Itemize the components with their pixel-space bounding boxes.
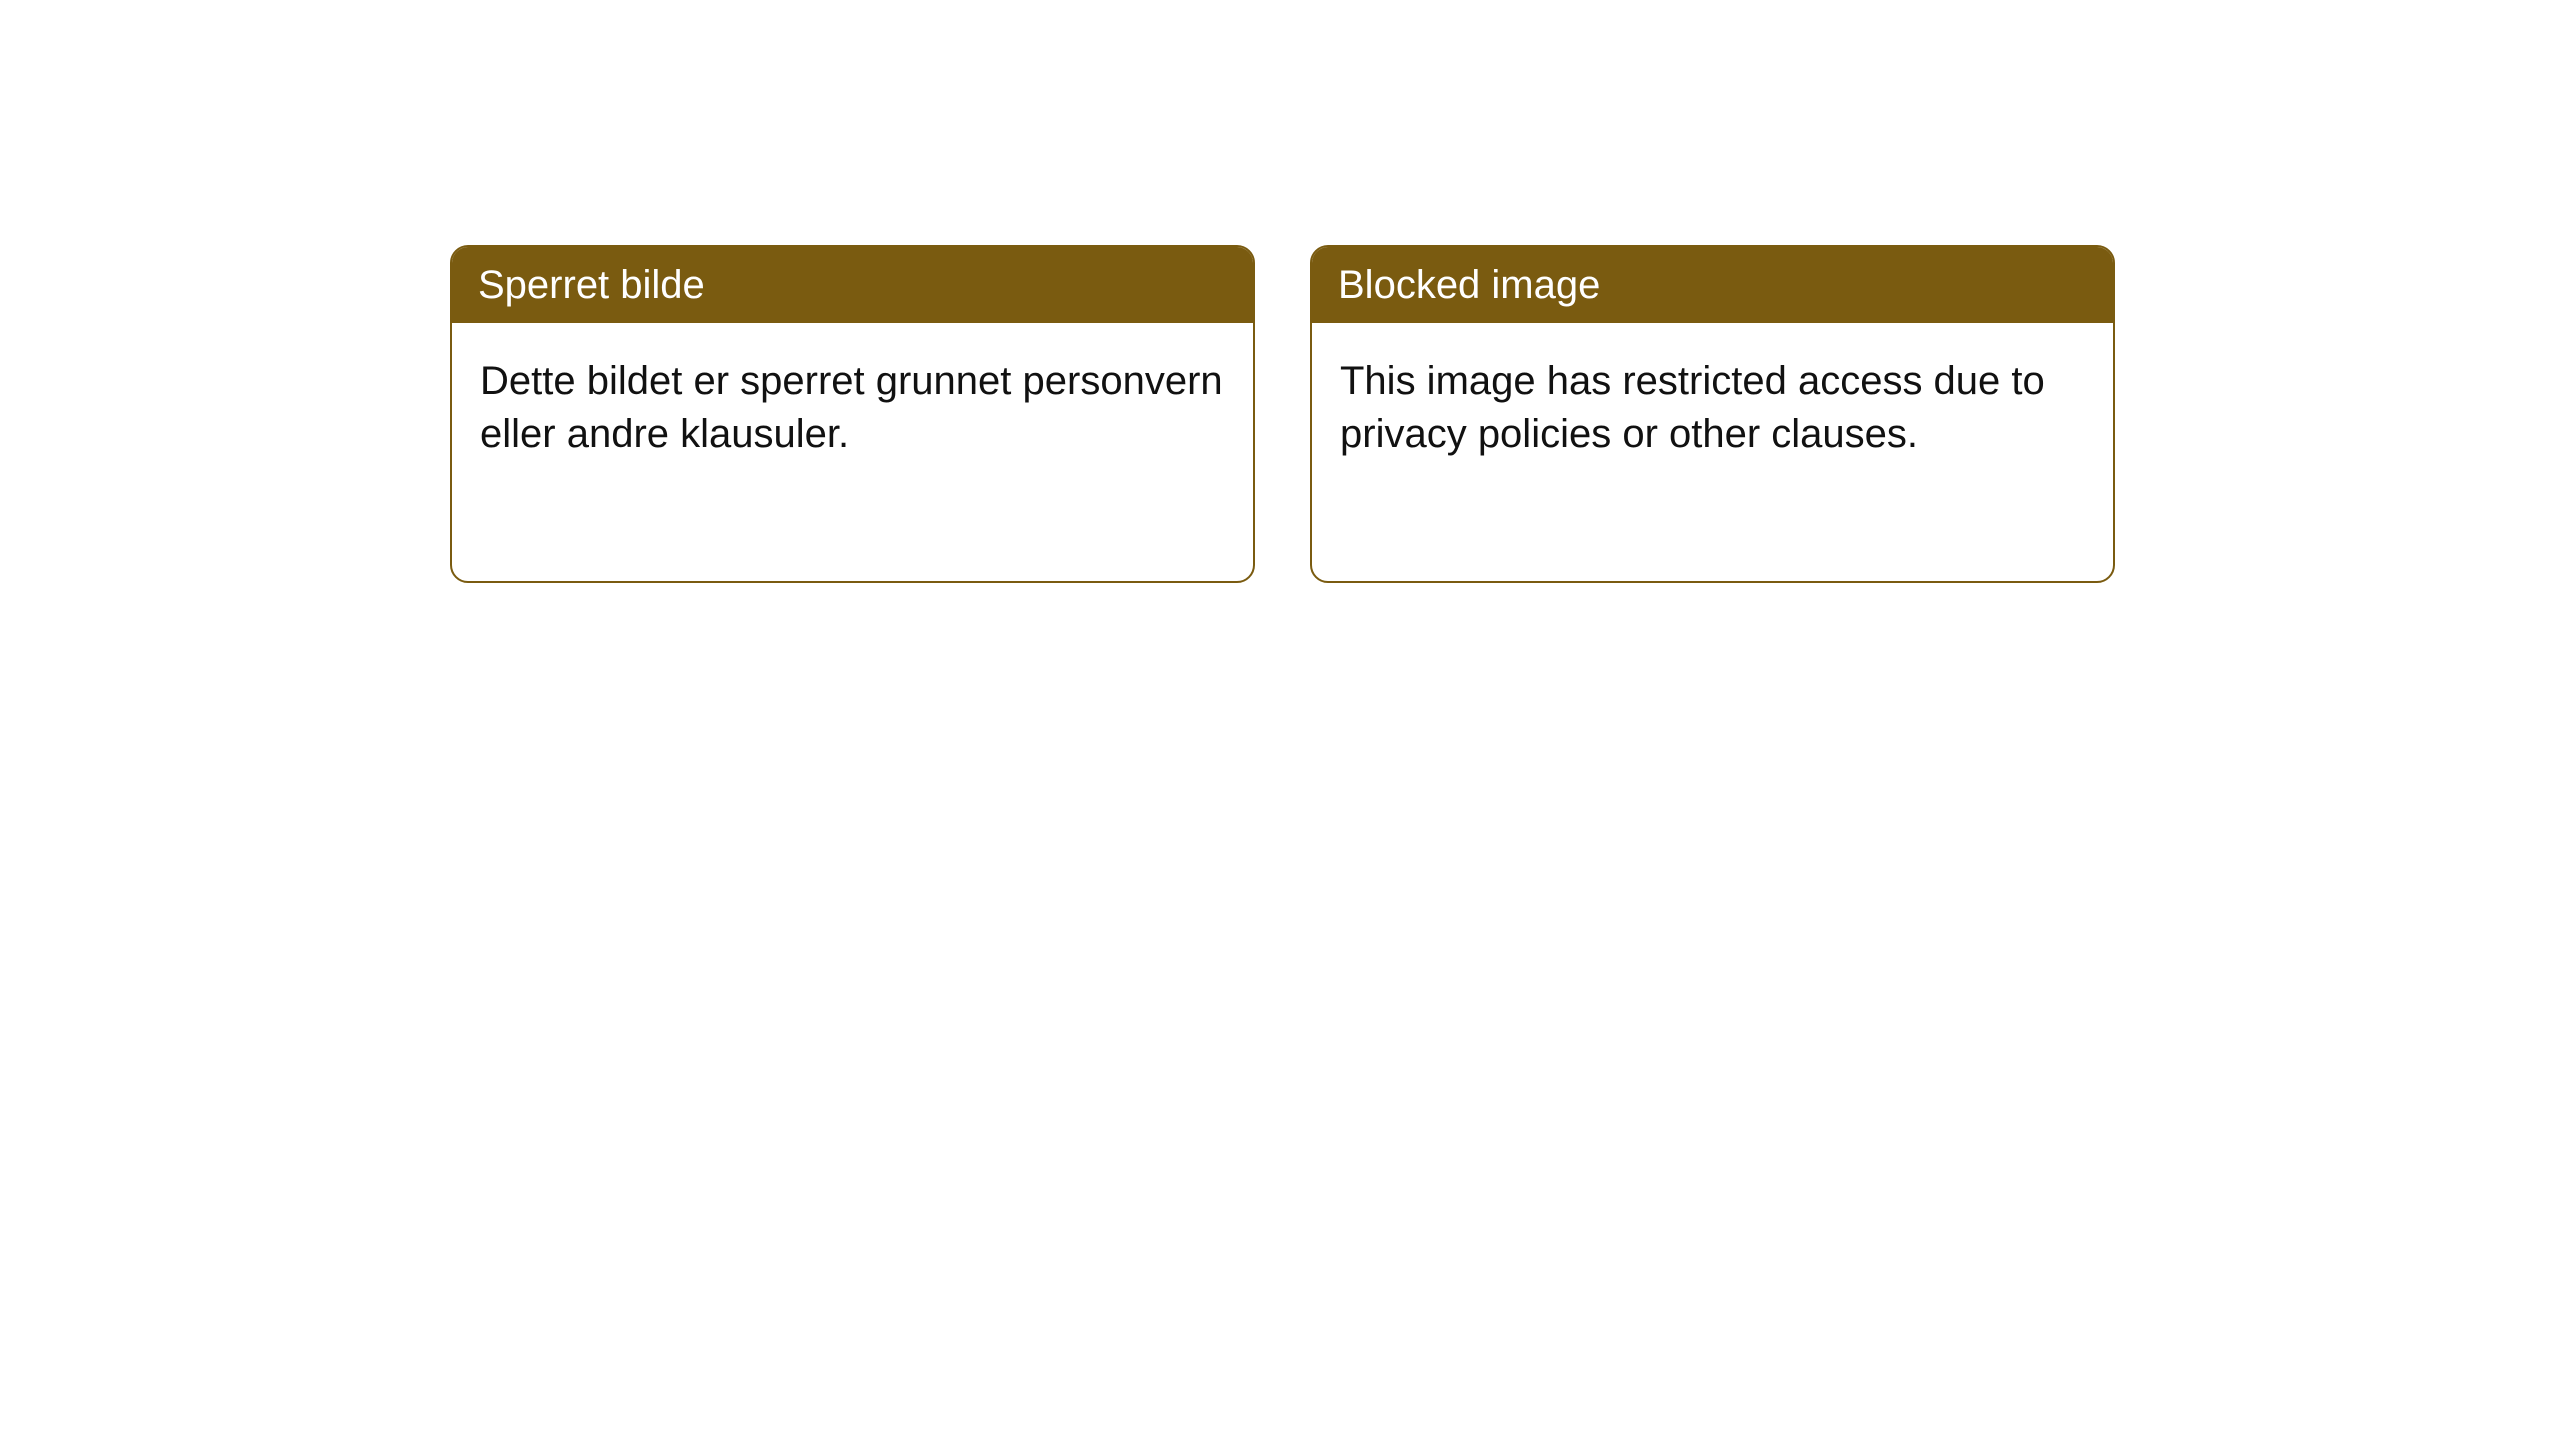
notice-card-english: Blocked image This image has restricted … — [1310, 245, 2115, 583]
notice-card-body: This image has restricted access due to … — [1312, 323, 2113, 581]
notice-card-title: Blocked image — [1312, 247, 2113, 323]
notice-card-norwegian: Sperret bilde Dette bildet er sperret gr… — [450, 245, 1255, 583]
notice-container: Sperret bilde Dette bildet er sperret gr… — [0, 0, 2560, 583]
notice-card-body: Dette bildet er sperret grunnet personve… — [452, 323, 1253, 581]
notice-card-title: Sperret bilde — [452, 247, 1253, 323]
